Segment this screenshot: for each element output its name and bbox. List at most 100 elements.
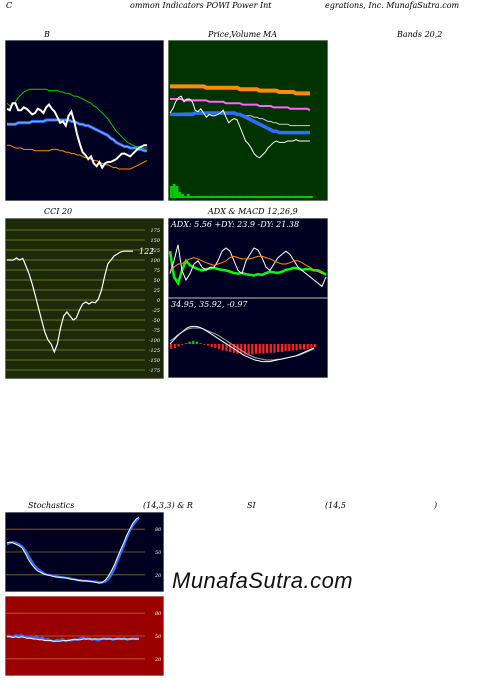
- adx-series-1: [169, 244, 327, 288]
- volume-bar: [189, 196, 193, 198]
- macd-hist-bar: [170, 344, 173, 349]
- cci-label: CCI 20: [44, 207, 73, 216]
- cci-chart: 175 150 125 100 75 50 25 0 -25 -50 -75 -100 -125 -150…: [5, 218, 164, 379]
- macd-hist-bar: [229, 344, 232, 352]
- osc-tick-label: 50: [155, 550, 162, 556]
- volume-bar: [200, 196, 204, 198]
- volume-bar: [282, 196, 285, 198]
- volume-bar: [310, 196, 313, 198]
- macd-hist-bar: [192, 340, 195, 344]
- macd-hist-bar: [291, 344, 294, 351]
- volume-bar: [226, 196, 229, 198]
- cci-tick-label: -125: [149, 348, 160, 354]
- volume-bar: [198, 196, 201, 198]
- header-left: C: [6, 1, 13, 10]
- macd-hist-bar: [314, 344, 317, 348]
- adx-chart: ADX: 5.56 +DY: 23.9 -DY: 21.38: [168, 218, 328, 298]
- macd-hist-bar: [247, 344, 250, 355]
- watermark: MunafaSutra.com: [172, 568, 354, 593]
- volume-bar: [254, 196, 257, 198]
- volume-bar: [184, 196, 187, 198]
- volume-bar: [231, 196, 235, 198]
- macd-hist-bar: [177, 344, 180, 347]
- volume-label: Volume: [231, 30, 261, 39]
- volume-bar: [172, 184, 176, 198]
- adx-readout: ADX: 5.56 +DY: 23.9 -DY: 21.38: [170, 220, 299, 229]
- cci-tick-label: 25: [153, 288, 160, 294]
- macd-hist-bar: [262, 344, 265, 354]
- volume-bar: [268, 196, 271, 198]
- volume-bar: [175, 186, 179, 198]
- volume-bar: [209, 196, 212, 198]
- osc-tick-label: 20: [154, 573, 162, 579]
- volume-bar: [245, 196, 249, 198]
- volume-bar: [262, 196, 266, 198]
- volume-bar: [279, 196, 282, 198]
- volume-bar: [296, 196, 299, 198]
- volume-bar: [234, 196, 238, 198]
- cci-tick-label: 50: [154, 278, 161, 284]
- volume-bar: [284, 196, 288, 198]
- macd-hist-bar: [288, 344, 291, 352]
- pv-series-1: [170, 98, 311, 112]
- header-mid: ommon Indicators POWI Power Int: [130, 1, 272, 10]
- header-right: egrations, Inc. MunafaSutra.com: [325, 1, 460, 10]
- cci-tick-label: -175: [149, 368, 160, 374]
- volume-bar: [212, 196, 215, 198]
- macd-hist-bar: [269, 344, 272, 353]
- macd-hist-bar: [225, 344, 228, 352]
- osc-series-1: [7, 636, 139, 642]
- macd-hist-bar: [195, 341, 198, 344]
- volume-bar: [242, 196, 246, 198]
- cci-series: [7, 250, 133, 354]
- macd-hist-bar: [199, 343, 202, 344]
- volume-bar: [259, 196, 263, 198]
- bb-label: B: [44, 30, 50, 39]
- volume-bar: [240, 196, 243, 198]
- volume-bar: [178, 192, 182, 198]
- si-label: SI: [247, 501, 256, 510]
- volume-bar: [223, 196, 226, 198]
- cci-tick-label: -50: [152, 318, 161, 324]
- price-volume-chart: [168, 40, 328, 201]
- volume-bar: [251, 196, 254, 198]
- bb-series-0: [6, 88, 147, 149]
- volume-bar: [270, 196, 274, 198]
- volume-bar: [304, 196, 308, 198]
- macd-hist-bar: [173, 344, 176, 348]
- volume-bar: [170, 186, 173, 198]
- macd-readout: 34.95, 35.92, -0.97: [171, 300, 248, 309]
- stoch-label: Stochastics: [28, 501, 75, 510]
- pv-series-4: [169, 95, 310, 159]
- macd-hist-bar: [221, 344, 224, 351]
- bands-label: Bands 20,2: [397, 30, 443, 39]
- bollinger-chart: [5, 40, 164, 201]
- volume-bar: [181, 194, 184, 198]
- macd-hist-bar: [295, 344, 298, 351]
- osc-tick-label: 80: [155, 527, 162, 533]
- macd-hist-bar: [218, 344, 221, 349]
- stoch-params: (14,3,3) & R: [143, 501, 193, 510]
- pv-series-0: [170, 84, 310, 96]
- macd-hist-bar: [214, 344, 217, 348]
- volume-bar: [214, 196, 218, 198]
- cci-tick-label: -25: [152, 308, 160, 314]
- osc-tick-label: 50: [155, 634, 162, 640]
- volume-bar: [192, 196, 196, 198]
- adx-macd-label: ADX & MACD 12,26,9: [208, 207, 298, 216]
- macd-hist-bar: [306, 344, 309, 349]
- cci-tick-label: -150: [149, 358, 161, 364]
- macd-hist-bar: [240, 344, 243, 354]
- volume-bar: [248, 196, 252, 198]
- price-label: Price,: [208, 30, 232, 39]
- volume-bar: [293, 196, 296, 198]
- cci-tick-label: 150: [150, 238, 160, 244]
- volume-bar: [195, 196, 198, 198]
- macd-hist-bar: [258, 344, 261, 354]
- bb-series-1-inner: [7, 119, 147, 152]
- volume-bar: [220, 196, 224, 198]
- bb-series-3: [6, 102, 147, 170]
- cci-tick-label: 125: [150, 248, 160, 254]
- macd-hist-bar: [284, 344, 287, 352]
- cci-tick-label: -75: [152, 328, 160, 334]
